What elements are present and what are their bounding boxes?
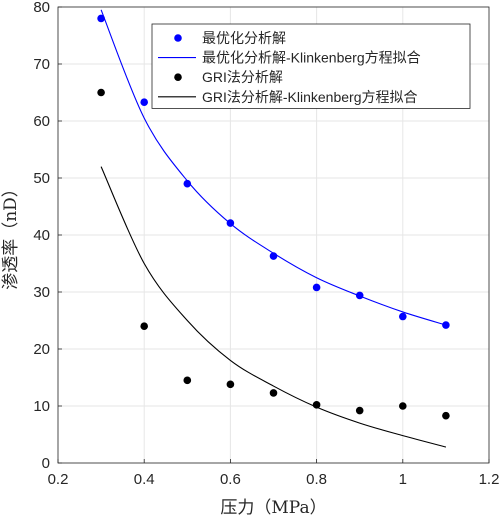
data-point: [442, 321, 450, 329]
series-3: [100, 166, 447, 448]
y-tick-label: 30: [33, 284, 50, 301]
y-axis-label: 渗透率（nD）: [1, 180, 21, 290]
data-point: [140, 98, 148, 106]
y-tick-label: 50: [33, 170, 50, 187]
legend-label: GRI法分析解: [202, 69, 283, 85]
data-point: [442, 411, 450, 420]
y-tick-label: 60: [33, 113, 50, 130]
y-tick-label: 10: [33, 398, 50, 415]
legend-label: 最优化分析解-Klinkenberg方程拟合: [202, 50, 421, 66]
data-point: [183, 179, 192, 188]
data-point: [226, 380, 235, 389]
x-tick-label: 1.2: [479, 471, 500, 488]
series-1: [100, 9, 447, 326]
x-tick-label: 0.6: [220, 471, 241, 488]
data-point: [97, 14, 105, 23]
legend-box: [151, 23, 471, 109]
y-tick-label: 70: [33, 56, 50, 73]
legend-marker-swatch: [174, 73, 182, 81]
legend-label: GRI法分析解-Klinkenberg方程拟合: [202, 89, 418, 105]
data-point: [140, 322, 148, 331]
data-point: [399, 312, 407, 321]
x-tick-label: 0.8: [306, 471, 327, 488]
axis-ticks: 0.2 0.4 0.6 0.8 1 1.2 0 10 20 30 40 50 60 70 80: [33, 0, 499, 488]
plot-series: [97, 9, 450, 448]
series-line: [100, 166, 447, 448]
data-point: [269, 389, 278, 397]
x-tick-label: 0.2: [48, 471, 69, 488]
data-point: [355, 406, 364, 415]
x-tick-label: 0.4: [134, 471, 155, 488]
legend-label: 最优化分析解: [202, 30, 286, 46]
y-tick-label: 80: [33, 0, 50, 16]
y-tick-label: 40: [33, 227, 50, 244]
data-point: [399, 402, 407, 410]
data-point: [312, 283, 321, 292]
legend-marker-swatch: [174, 34, 182, 42]
series-2: [97, 88, 450, 420]
data-point: [183, 376, 192, 385]
x-axis-label: 压力（MPa）: [220, 498, 326, 518]
data-point: [97, 88, 105, 97]
series-line: [100, 9, 447, 326]
y-tick-label: 20: [33, 341, 50, 358]
y-tick-label: 0: [42, 455, 50, 472]
x-tick-label: 1: [399, 471, 407, 488]
